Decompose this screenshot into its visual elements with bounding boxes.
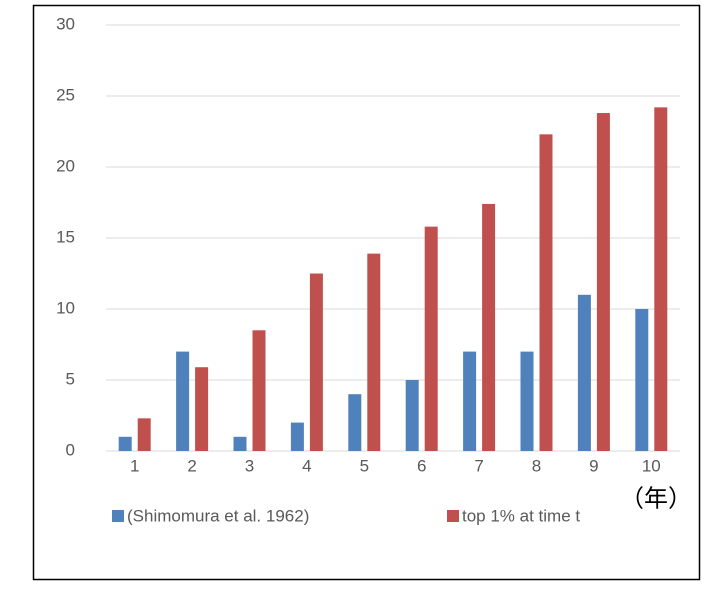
x-tick-label: 1 (130, 456, 139, 475)
bar (405, 380, 419, 451)
bar (233, 436, 247, 451)
annotation: （年） (620, 485, 692, 512)
x-tick-label: 3 (245, 456, 254, 475)
bar (424, 226, 438, 451)
bar (577, 294, 591, 451)
bar (635, 309, 649, 451)
legend-label: top 1% at time t (462, 506, 580, 525)
bar (654, 107, 668, 452)
bar (290, 422, 304, 451)
y-tick-label: 25 (56, 85, 75, 104)
x-tick-label: 5 (360, 456, 369, 475)
y-tick-label: 15 (56, 227, 75, 246)
y-tick-label: 10 (56, 298, 75, 317)
bar (252, 330, 266, 451)
y-tick-label: 20 (56, 156, 75, 175)
bar (137, 418, 151, 451)
y-tick-label: 0 (66, 440, 75, 459)
x-tick-label: 7 (474, 456, 483, 475)
legend-swatch (112, 510, 124, 522)
bar (309, 273, 323, 451)
bar (367, 253, 381, 451)
legend-swatch (447, 510, 459, 522)
bar (520, 351, 534, 451)
legend-label: (Shimomura et al. 1962) (127, 506, 309, 525)
x-tick-label: 2 (187, 456, 196, 475)
y-tick-label: 5 (66, 369, 75, 388)
bar (463, 351, 477, 451)
bar (539, 134, 553, 451)
bar (118, 436, 132, 451)
bar (596, 113, 610, 451)
x-tick-label: 6 (417, 456, 426, 475)
x-tick-label: 9 (589, 456, 598, 475)
x-tick-label: 4 (302, 456, 311, 475)
bar (482, 203, 496, 451)
bar (195, 367, 209, 451)
chart-border (32, 4, 701, 581)
y-tick-label: 30 (56, 14, 75, 33)
bar (176, 351, 190, 451)
bar (348, 394, 362, 451)
x-tick-label: 8 (532, 456, 541, 475)
x-tick-label: 10 (642, 456, 661, 475)
